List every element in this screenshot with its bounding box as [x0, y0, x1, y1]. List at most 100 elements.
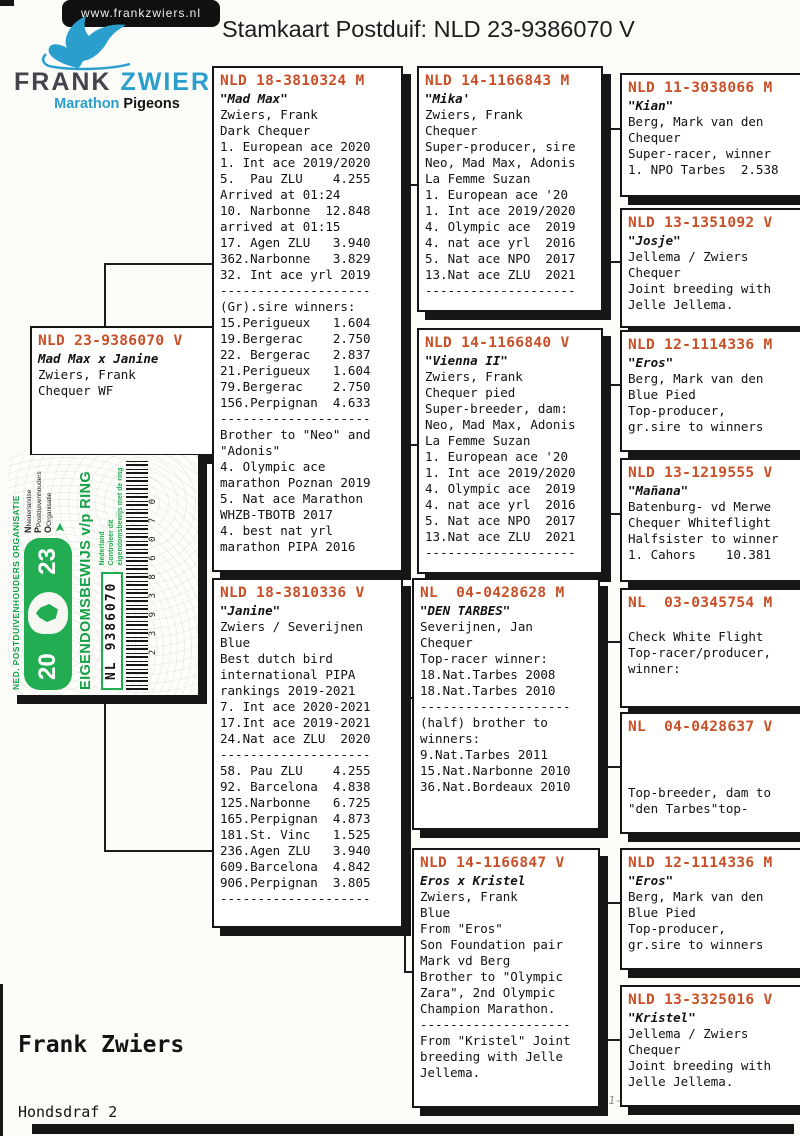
pedigree-text-line: 15.Perigueux 1.604 [220, 315, 371, 330]
pedigree-text-line: Blue [420, 905, 451, 920]
pedigree-connector [404, 698, 406, 972]
pedigree-text-line: 5. Nat ace NPO 2017 [425, 251, 576, 266]
pedigree-text-line: Zwiers, Frank [420, 889, 518, 904]
contact-address1: Hondsdraf 2 [18, 1103, 118, 1121]
pedigree-text-line: La Femme Suzan [425, 171, 531, 186]
bird-name: "DEN TARBES" [420, 603, 511, 618]
logo-brand-first: FRANK [14, 68, 112, 96]
pedigree-text-line: 7. Int ace 2020-2021 [220, 699, 371, 714]
logo-tagline-last: Pigeons [119, 96, 180, 112]
pedigree-text-line: Champion Marathon. [420, 1001, 556, 1016]
pedigree-connector [604, 384, 620, 386]
bird-name: "Mad Max" [220, 91, 288, 106]
pedigree-connector [404, 697, 412, 699]
pedigree-connector [604, 902, 620, 904]
pedigree-text-line: 5. Nat ace Marathon [220, 491, 363, 506]
pedigree-text-line: Brother to "Olympic [420, 969, 563, 984]
pedigree-text-line: rankings 2019-2021 [220, 683, 356, 698]
pedigree-connector [604, 129, 606, 262]
pedigree-text-line: arrived at 01:15 [220, 219, 341, 234]
pedigree-text-line: (half) brother to [420, 715, 548, 730]
pedigree-text-line: -------------------- [420, 699, 571, 714]
pedigree-text-line: WHZB-TBOTB 2017 [220, 507, 333, 522]
pedigree-text-line: 1. Cahors 10.381 [628, 547, 771, 562]
sticker-country: NL [103, 660, 119, 680]
pedigree-text-line: Chequer Whiteflight [628, 515, 771, 530]
pedigree-text-line: Super-producer, sire [425, 139, 576, 154]
pedigree-text-line: Top-breeder, dam to [628, 785, 771, 800]
lion-crest-graphic [28, 592, 68, 634]
sticker-nederland-label: Nederland Controleer dit eigendomsbewijs … [99, 467, 124, 566]
pedigree-text-line: Zwiers, Frank [425, 369, 523, 384]
pedigree-connector [404, 185, 406, 445]
pedigree-text-line: 17.Int ace 2019-2021 [220, 715, 371, 730]
pedigree-box-grandsire-m: NL 04-0428628 M "DEN TARBES" Severijnen, J… [412, 578, 600, 830]
pedigree-text-line: gr.sire to winners [628, 937, 764, 952]
pedigree-text-line: 125.Narbonne 6.725 [220, 795, 371, 810]
sticker-ring-box: NL 9386070 [100, 571, 123, 690]
ring-number: NLD 11-3038066 M [628, 80, 773, 96]
ring-number: NLD 12-1114336 M [628, 855, 773, 871]
page-title: Stamkaart Postduif: NLD 23-9386070 V [222, 16, 635, 42]
pedigree-text-line: Chequer pied [425, 385, 516, 400]
pedigree-text-line: 13.Nat ace ZLU 2021 [425, 267, 576, 282]
logo-tagline: Marathon Pigeons [14, 96, 220, 112]
pedigree-text-line: 362.Narbonne 3.829 [220, 251, 371, 266]
ring-number: NLD 13-1351092 V [628, 215, 773, 231]
pedigree-text-line: 1. Int ace 2019/2020 [425, 203, 576, 218]
logo-brand: FRANK ZWIERS [14, 68, 228, 97]
pedigree-text-line: Chequer [628, 1042, 681, 1057]
pedigree-text-line: 1. European ace '20 [425, 449, 568, 464]
sticker-year-pill: 20 23 [24, 538, 72, 690]
pedigree-box-ggp-5: NL 03-0345754 M Check White Flight Top-ra… [620, 588, 800, 708]
pedigree-text-line: winners: [420, 731, 481, 746]
ring-number: NLD 14-1166847 V [420, 855, 565, 871]
pedigree-text-line: 1. Int ace 2019/2020 [220, 155, 371, 170]
pedigree-text-line: 1. Int ace 2019/2020 [425, 465, 576, 480]
ring-number: NLD 13-1219555 V [628, 465, 773, 481]
pedigree-text-line: Zara", 2nd Olympic [420, 985, 556, 1000]
pedigree-text-line: 4. best nat yrl [220, 523, 333, 538]
pedigree-text-line: 4. Olympic ace 2019 [425, 219, 576, 234]
pedigree-text-line: (Gr).sire winners: [220, 299, 356, 314]
pedigree-box-sire: NLD 18-3810324 M "Mad Max" Zwiers, Frank Da… [212, 66, 403, 572]
sticker-org-caption: NED. POSTDUIVENHOUDERS ORGANISATIE [11, 495, 21, 690]
ring-number: NLD 14-1166840 V [425, 335, 570, 351]
scan-edge-bottom [32, 1124, 794, 1134]
logo-website-pill: www.frankzwiers.nl [62, 0, 220, 27]
pedigree-text-line: Chequer [628, 265, 681, 280]
sticker-org-words: NNederlandse PPostduivenhouders OOrganis… [23, 471, 67, 533]
pedigree-text-line: -------------------- [220, 411, 371, 426]
pedigree-text-line: breeding with Jelle [420, 1049, 563, 1064]
pedigree-text-line: 58. Pau ZLU 4.255 [220, 763, 371, 778]
pedigree-connector [604, 642, 606, 767]
pedigree-text-line: Zwiers, Frank [38, 367, 136, 382]
ring-number: NLD 12-1114336 M [628, 337, 773, 353]
pedigree-text-line: 13.Nat ace ZLU 2021 [425, 529, 576, 544]
ring-number: NL 04-0428628 M [420, 585, 565, 601]
pedigree-text-line: 24.Nat ace ZLU 2020 [220, 731, 371, 746]
sticker-bird-icon: ➤ [52, 522, 67, 533]
pedigree-text-line: Blue Pied [628, 387, 696, 402]
ring-number: NLD 18-3810324 M [220, 73, 365, 89]
pedigree-connector [604, 766, 620, 768]
pedigree-connector [604, 385, 606, 514]
pedigree-text-line: 236.Agen ZLU 3.940 [220, 843, 371, 858]
pedigree-connector [604, 128, 620, 130]
pedigree-text-line: 18.Nat.Tarbes 2010 [420, 683, 556, 698]
bird-name: "Kian" [628, 98, 674, 113]
sticker-year-bottom: 23 [34, 548, 61, 575]
pedigree-text-line: international PIPA [220, 667, 356, 682]
pedigree-text-line: -------------------- [220, 891, 371, 906]
pedigree-connector [104, 850, 212, 852]
pedigree-text-line: Arrived at 01:24 [220, 187, 341, 202]
pedigree-connector [604, 903, 606, 1040]
ownership-certificate-sticker: NED. POSTDUIVENHOUDERS ORGANISATIE 20 23… [8, 455, 198, 695]
ring-number: NLD 18-3810336 V [220, 585, 365, 601]
pedigree-text-line: 609.Barcelona 4.842 [220, 859, 371, 874]
pedigree-text-line: 1. European ace 2020 [220, 139, 371, 154]
logo-tagline-first: Marathon [54, 96, 120, 112]
pedigree-text-line: "den Tarbes"top- [628, 801, 749, 816]
pedigree-connector [604, 1039, 620, 1041]
